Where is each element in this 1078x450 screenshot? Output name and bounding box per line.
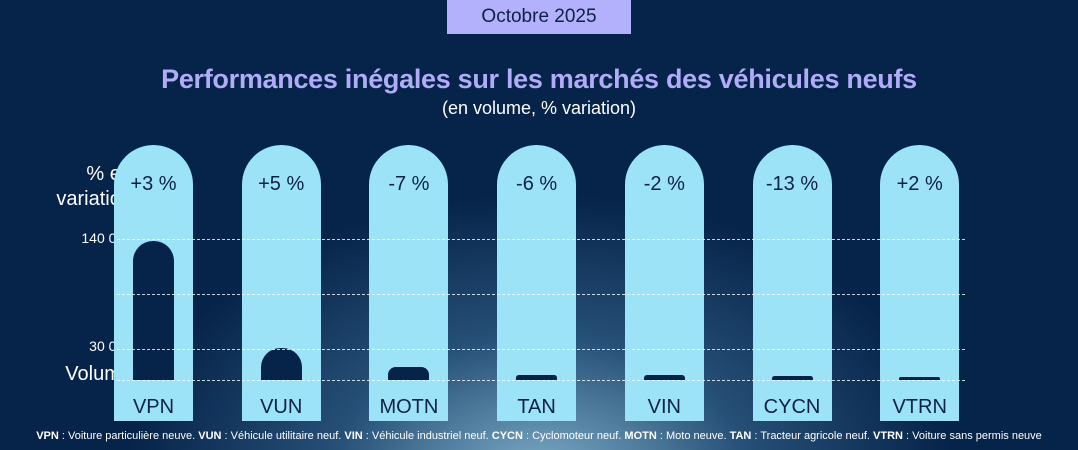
gridline [117, 294, 965, 295]
category-label: VIN [647, 396, 681, 418]
footnote-text: : Véhicule utilitaire neuf. [221, 430, 345, 442]
bar-vun [260, 347, 302, 380]
gridline [117, 239, 965, 240]
bar-vin [643, 374, 685, 380]
variation-label: -7 % [388, 173, 430, 195]
category-label: VPN [132, 396, 175, 418]
footnote-abbr: VPN [36, 430, 59, 442]
footnote-text: : Moto neuve. [656, 430, 730, 442]
bar-vpn [133, 241, 174, 380]
column-vin: -2 % VIN [624, 145, 704, 421]
footnote-abbr: VTRN [873, 430, 903, 442]
variation-label: -2 % [643, 173, 685, 195]
column-vtrn: +2 % VTRN [880, 145, 960, 421]
footnote-text: : Cyclomoteur neuf. [522, 430, 625, 442]
footnote-abbr: CYCN [491, 430, 523, 442]
column-cycn: -13 % CYCN [752, 145, 832, 421]
variation-label: +5 % [258, 173, 305, 195]
variation-label: -6 % [516, 173, 558, 195]
category-label: TAN [517, 396, 556, 418]
column-motn: -7 % MOTN [369, 145, 449, 421]
y-tick-140000: 140 000 [81, 230, 132, 246]
variation-label: -13 % [765, 173, 819, 195]
gridline [117, 349, 965, 350]
footnote-abbr: VIN [344, 430, 363, 442]
gridline-baseline [117, 380, 965, 381]
bar-tan [516, 375, 558, 380]
variation-label-line2: variation [56, 188, 132, 210]
column-vun: +5 % VUN [241, 145, 321, 421]
column-tan: -6 % TAN [497, 145, 577, 421]
period-badge: Octobre 2025 [447, 0, 631, 34]
column-vpn: +3 % VPN [114, 145, 193, 421]
variation-label: +3 % [130, 173, 177, 195]
footnote: VPN : Voiture particulière neuve. VUN : … [0, 430, 1078, 442]
chart-title: Performances inégales sur les marchés de… [161, 64, 917, 94]
bar-vtrn [899, 376, 941, 380]
footnote-abbr: VUN [198, 430, 222, 442]
variation-label-line1: % en [86, 163, 132, 185]
y-tick-30000: 30 000 [89, 338, 132, 354]
category-label: CYCN [763, 396, 821, 418]
bar-cycn [771, 375, 813, 380]
category-label: MOTN [379, 396, 439, 418]
chart-subtitle: (en volume, % variation) [441, 98, 637, 118]
category-label: VUN [260, 396, 303, 418]
bar-motn [388, 366, 430, 380]
category-label: VTRN [892, 396, 947, 418]
variation-label: % en variation [0, 162, 132, 212]
footnote-text: : Voiture sans permis neuve [903, 430, 1042, 442]
footnote-abbr: MOTN [624, 430, 657, 442]
y-axis-label: Volume [65, 363, 132, 385]
variation-label: +2 % [896, 173, 943, 195]
footnote-text: : Voiture particulière neuve. [58, 430, 199, 442]
footnote-text: : Tracteur agricole neuf. [751, 430, 874, 442]
footnote-abbr: TAN [729, 430, 752, 442]
footnote-text: : Véhicule industriel neuf. [362, 430, 492, 442]
